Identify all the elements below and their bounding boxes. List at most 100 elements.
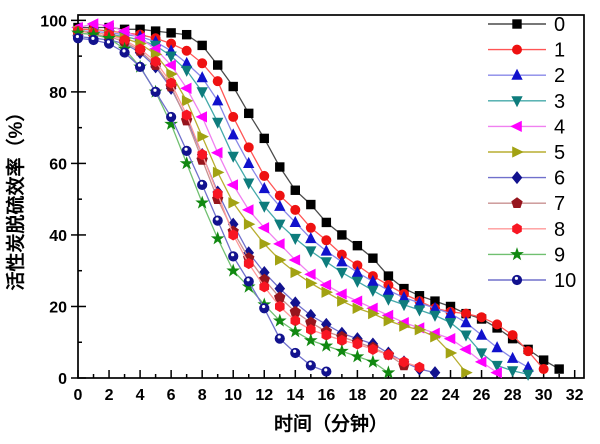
marker-triangle-down [398, 300, 410, 312]
marker-triangle-right [352, 302, 365, 314]
marker-triangle-up [243, 156, 255, 169]
marker-triangle-left [459, 343, 471, 356]
marker-circle-dot [72, 33, 84, 44]
marker-circle [321, 235, 332, 246]
legend-label: 10 [554, 270, 576, 292]
marker-triangle-left [350, 295, 363, 307]
legend-label: 1 [554, 40, 565, 62]
marker-square [383, 271, 394, 281]
marker-circle-dot [134, 61, 146, 72]
marker-circle-dot [228, 251, 239, 262]
marker-triangle-right [321, 286, 334, 298]
legend-item-0: 0 [488, 14, 565, 36]
marker-triangle-up [320, 244, 332, 256]
marker-diamond [511, 171, 523, 185]
marker-highlight [199, 181, 204, 185]
marker-star [510, 247, 524, 261]
marker-hexagon [228, 229, 239, 241]
series-6 [72, 29, 441, 380]
marker-triangle-down [511, 96, 523, 108]
marker-star [195, 195, 210, 209]
marker-triangle-left [117, 25, 130, 37]
marker-triangle-down [227, 151, 239, 163]
marker-square [321, 217, 332, 228]
marker-circle-dot [305, 360, 316, 371]
marker-triangle-right [368, 307, 380, 320]
marker-triangle-right [383, 315, 396, 327]
x-tick-label: 16 [317, 387, 335, 404]
marker-star [366, 354, 380, 368]
marker-star [226, 263, 241, 277]
marker-triangle-right [197, 130, 209, 143]
marker-triangle-up [444, 307, 457, 319]
marker-circle-dot [166, 111, 177, 123]
marker-highlight [184, 147, 188, 151]
marker-hexagon [321, 329, 332, 341]
x-tick-label: 0 [74, 387, 83, 404]
marker-circle [228, 111, 239, 122]
marker-circle [476, 312, 487, 323]
marker-circle-dot [150, 86, 161, 97]
marker-triangle-right [243, 218, 256, 230]
marker-square [290, 185, 301, 195]
legend-item-3: 3 [488, 91, 565, 113]
marker-circle [538, 364, 549, 375]
marker-circle [212, 76, 223, 87]
x-tick-label: 12 [255, 387, 273, 404]
x-axis: 0 2 4 6 8 10 12 14 16 18 20 22 24 26 28 30 32 [74, 370, 584, 404]
legend-label: 2 [554, 65, 565, 87]
marker-triangle-right [512, 146, 524, 158]
series-line-6 [77, 35, 436, 374]
marker-highlight [262, 304, 266, 309]
series-8 [73, 25, 425, 373]
marker-hexagon [243, 258, 254, 270]
marker-square [554, 364, 564, 374]
marker-triangle-up [274, 199, 286, 211]
marker-diamond [429, 366, 441, 380]
marker-square [228, 81, 238, 92]
x-tick-label: 2 [105, 387, 114, 404]
marker-square [166, 28, 176, 38]
marker-triangle-left [102, 20, 114, 32]
marker-triangle-down [506, 366, 519, 378]
x-tick-label: 28 [504, 387, 522, 404]
marker-hexagon [414, 361, 425, 373]
y-axis: 0 20 40 60 80 100 [40, 13, 86, 388]
marker-star [164, 116, 178, 130]
marker-triangle-down [367, 285, 379, 297]
marker-triangle-left [490, 366, 502, 379]
series-3 [72, 26, 534, 381]
marker-circle-dot [119, 47, 130, 58]
legend-label: 9 [554, 244, 565, 266]
legend-item-7: 7 [488, 193, 565, 215]
marker-circle-dot [290, 347, 301, 359]
legend-item-2: 2 [488, 65, 565, 87]
x-tick-label: 14 [286, 387, 304, 404]
series-2 [72, 24, 534, 372]
marker-circle-dot [243, 276, 254, 287]
marker-triangle-left [241, 204, 254, 216]
marker-highlight [106, 40, 111, 44]
marker-triangle-up [289, 215, 301, 228]
marker-square [337, 230, 347, 240]
marker-triangle-down [351, 276, 364, 288]
marker-triangle-down [475, 348, 488, 360]
marker-triangle-down [258, 201, 270, 213]
marker-hexagon [135, 43, 145, 55]
marker-circle-dot [103, 38, 115, 49]
marker-circle [243, 142, 254, 153]
marker-triangle-up [511, 68, 523, 80]
marker-circle [259, 170, 270, 181]
marker-triangle-right [274, 254, 287, 266]
x-tick-label: 10 [224, 387, 242, 404]
marker-hexagon [150, 55, 161, 68]
marker-circle [492, 319, 503, 330]
marker-triangle-down [522, 369, 534, 381]
marker-circle [290, 204, 301, 215]
marker-triangle-right [166, 68, 178, 80]
marker-circle [274, 190, 285, 201]
series-10 [72, 33, 332, 377]
marker-star [303, 333, 318, 347]
marker-triangle-left [164, 59, 176, 71]
